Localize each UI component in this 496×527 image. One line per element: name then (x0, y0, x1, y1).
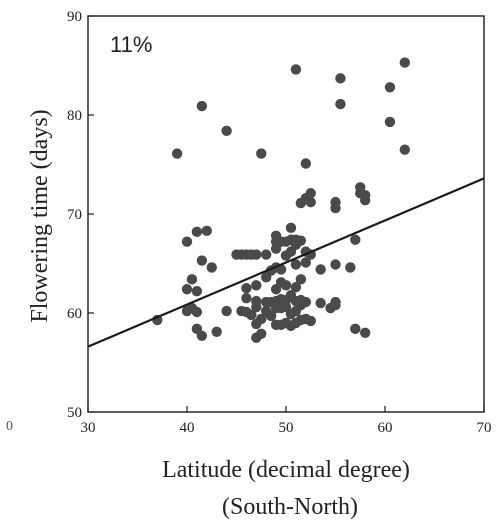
data-point (196, 330, 208, 341)
y-tick-label: 80 (67, 108, 82, 124)
data-point (330, 259, 341, 270)
data-point (300, 296, 311, 308)
data-point (181, 284, 193, 295)
data-point (256, 148, 267, 159)
data-point (384, 116, 396, 128)
data-point (285, 222, 297, 234)
data-point (345, 262, 356, 273)
data-point (335, 73, 346, 84)
data-point (196, 100, 208, 112)
x-tick-label: 50 (279, 420, 294, 436)
data-point (191, 306, 203, 318)
data-point (290, 259, 302, 270)
x-axis-title: Latitude (decimal degree) (162, 457, 410, 483)
data-point (256, 328, 267, 339)
data-point (300, 158, 311, 169)
x-tick-label: 40 (180, 420, 195, 436)
data-point (251, 295, 262, 307)
data-point (191, 226, 203, 238)
data-point (201, 225, 212, 237)
data-point (206, 262, 217, 273)
data-point (221, 305, 232, 317)
data-point (241, 283, 252, 294)
data-point (384, 82, 396, 93)
data-point (360, 189, 371, 201)
data-point (251, 249, 262, 260)
data-point (256, 313, 267, 325)
data-point (315, 264, 326, 275)
data-point (241, 292, 252, 304)
data-point (315, 297, 326, 309)
x-tick-label: 70 (477, 420, 492, 436)
data-point (330, 296, 341, 308)
y-tick-label: 60 (67, 306, 82, 322)
data-point (355, 182, 366, 193)
y-axis-title: Flowering time (days) (27, 109, 53, 322)
data-point (290, 64, 302, 75)
data-point (211, 326, 222, 338)
x-axis-subtitle: (South-North) (222, 494, 358, 520)
data-point (246, 309, 257, 321)
data-point (295, 274, 307, 285)
data-point (360, 327, 371, 338)
data-point (350, 323, 361, 335)
data-point (221, 125, 232, 137)
data-point (330, 196, 341, 208)
data-point (295, 235, 307, 246)
trend-line (87, 177, 485, 348)
x-tick-label: 30 (81, 420, 96, 436)
data-point (399, 144, 410, 155)
data-point (191, 286, 203, 297)
data-point (280, 280, 292, 291)
data-point (300, 257, 311, 268)
data-point (290, 282, 302, 293)
data-point (171, 148, 183, 159)
stray-tick-label: 0 (6, 419, 13, 434)
y-tick-label: 70 (67, 207, 82, 223)
y-tick-label: 50 (67, 405, 82, 421)
data-point (305, 196, 316, 208)
data-point (196, 255, 208, 266)
data-point (181, 236, 193, 247)
data-point (265, 310, 277, 322)
data-point (305, 315, 316, 327)
data-point (251, 280, 262, 291)
annotation-percent: 11% (110, 32, 152, 57)
y-tick-label: 90 (67, 9, 82, 25)
x-tick-label: 60 (378, 420, 393, 436)
data-point (186, 274, 198, 285)
data-point (305, 188, 316, 199)
data-point (350, 234, 361, 245)
data-point (261, 249, 272, 260)
data-point (335, 98, 346, 110)
plot-frame (87, 15, 485, 413)
data-point (399, 57, 410, 68)
